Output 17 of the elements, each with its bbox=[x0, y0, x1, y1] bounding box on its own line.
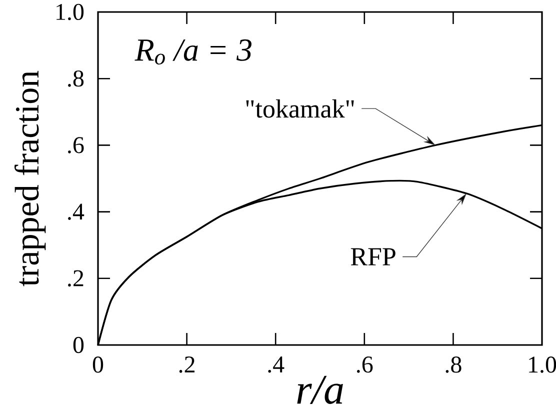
y-tick-label: 0 bbox=[73, 336, 84, 354]
series-label: "tokamak" bbox=[246, 99, 354, 118]
x-tick-label: .6 bbox=[356, 356, 373, 373]
y-tick-label: .4 bbox=[68, 204, 84, 220]
x-tick-label: .8 bbox=[446, 356, 462, 373]
y-axis-title: trapped fraction bbox=[14, 70, 46, 286]
x-tick-label: .4 bbox=[268, 356, 284, 373]
annotation: R$_{o}$ /a = 3 bbox=[134, 39, 252, 65]
y-tick-label: .8 bbox=[68, 70, 84, 87]
x-tick-label: .2 bbox=[179, 356, 194, 373]
x-axis-title: r/a bbox=[297, 376, 343, 404]
text: RFP bbox=[350, 248, 396, 266]
y-tick-label: .6 bbox=[68, 137, 84, 154]
y-tick-label: 1.0 bbox=[56, 4, 84, 20]
y-tick-label: .2 bbox=[68, 270, 84, 287]
x-tick-label: 1.0 bbox=[529, 356, 556, 373]
x-tick-label: 0 bbox=[92, 356, 104, 373]
